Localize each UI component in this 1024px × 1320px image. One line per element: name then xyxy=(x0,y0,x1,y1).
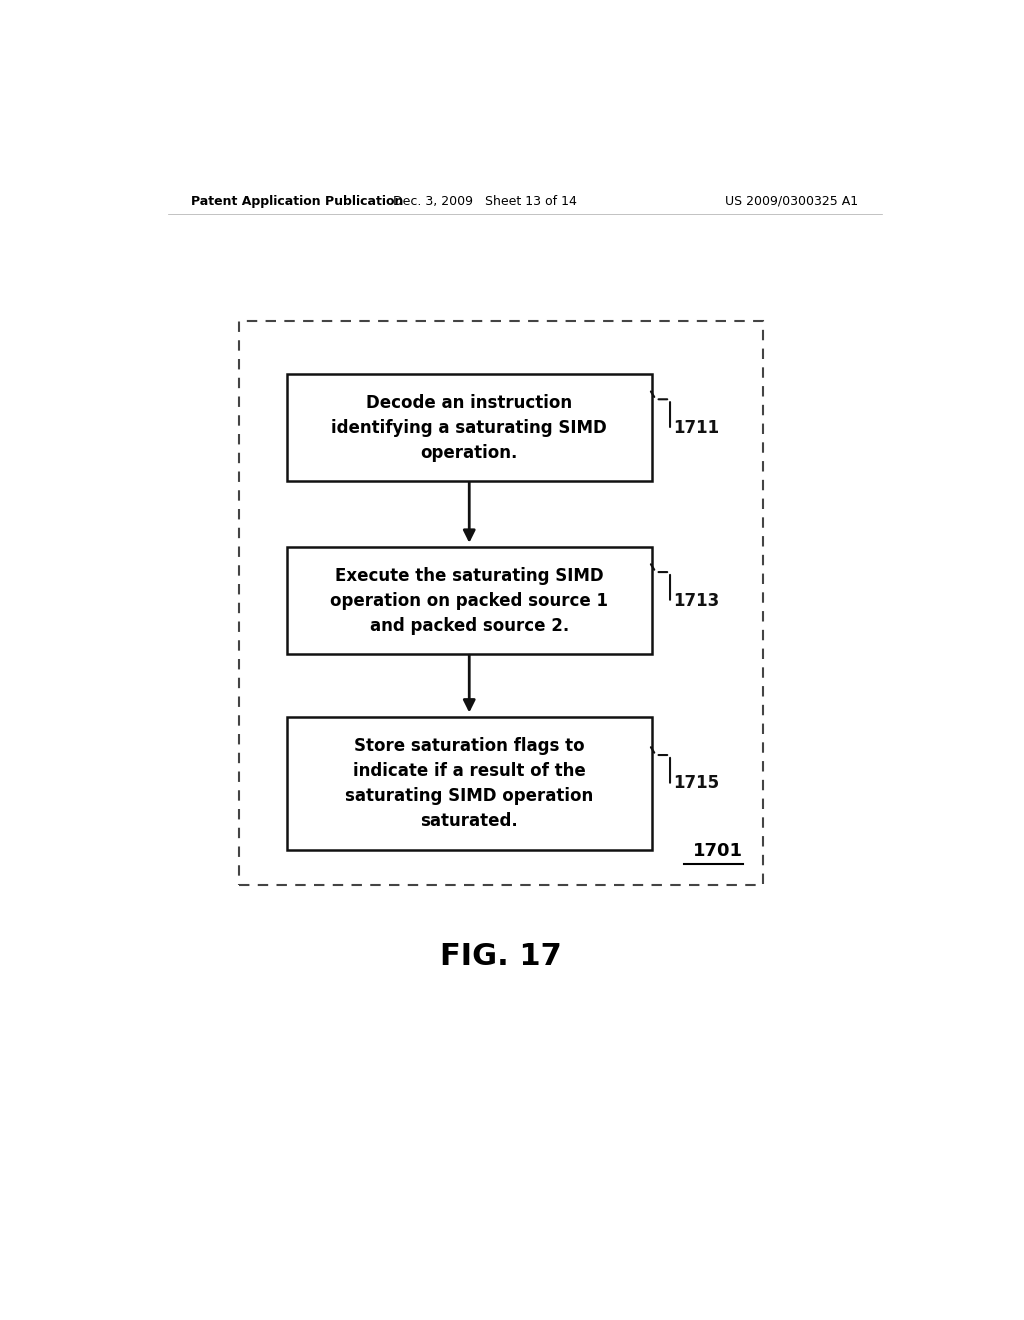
Bar xyxy=(287,375,652,480)
Text: 1711: 1711 xyxy=(673,418,719,437)
Text: 1713: 1713 xyxy=(673,591,720,610)
Text: Decode an instruction
identifying a saturating SIMD
operation.: Decode an instruction identifying a satu… xyxy=(332,393,607,462)
Bar xyxy=(287,718,652,850)
Bar xyxy=(240,321,763,886)
Text: Execute the saturating SIMD
operation on packed source 1
and packed source 2.: Execute the saturating SIMD operation on… xyxy=(331,566,608,635)
Text: Store saturation flags to
indicate if a result of the
saturating SIMD operation
: Store saturation flags to indicate if a … xyxy=(345,737,593,830)
Text: Dec. 3, 2009   Sheet 13 of 14: Dec. 3, 2009 Sheet 13 of 14 xyxy=(393,194,578,207)
Text: 1701: 1701 xyxy=(693,842,743,859)
Bar xyxy=(287,548,652,653)
Text: FIG. 17: FIG. 17 xyxy=(440,941,562,970)
Text: 1715: 1715 xyxy=(673,775,719,792)
Text: US 2009/0300325 A1: US 2009/0300325 A1 xyxy=(725,194,858,207)
Text: Patent Application Publication: Patent Application Publication xyxy=(191,194,403,207)
